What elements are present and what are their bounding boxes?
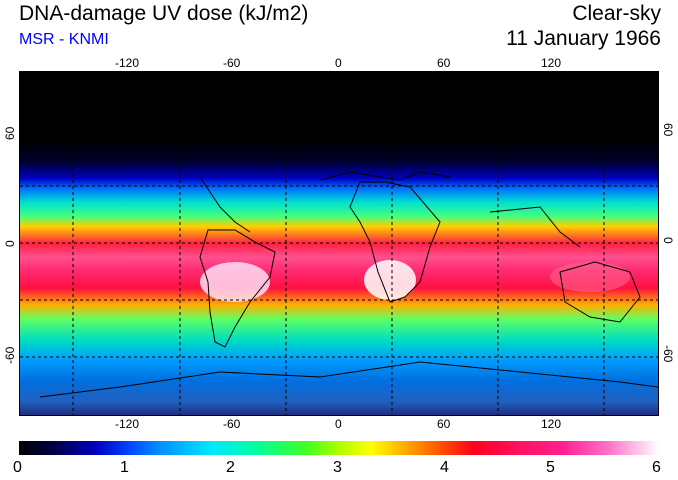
lon-label-top: 0: [335, 56, 342, 70]
lon-label-top: 120: [541, 56, 562, 70]
lat-label-right: -60: [661, 345, 675, 363]
map-title: DNA-damage UV dose (kJ/m2): [19, 2, 309, 25]
lat-label-right: 0: [661, 237, 675, 244]
map-date: 11 January 1966: [506, 27, 661, 50]
lon-label-bottom: 0: [335, 417, 342, 431]
colorbar-label: 2: [226, 459, 235, 476]
lat-label-left: -60: [3, 346, 17, 364]
hotspot-south-america: [200, 262, 270, 302]
uv-dose-map: [19, 71, 659, 416]
hotspot-australia: [550, 262, 630, 292]
colorbar-label: 3: [333, 459, 342, 476]
sky-condition: Clear-sky: [572, 2, 661, 25]
lon-label-bottom: -60: [223, 417, 241, 431]
colorbar-label: 5: [546, 459, 555, 476]
colorbar: [19, 441, 659, 455]
colorbar-label: 0: [13, 459, 22, 476]
map-overlay: [20, 72, 658, 415]
colorbar-label: 4: [440, 459, 449, 476]
colorbar-label: 1: [120, 459, 129, 476]
lat-label-left: 60: [3, 126, 17, 140]
lat-label-right: 60: [661, 123, 675, 137]
lat-label-left: 0: [3, 240, 17, 247]
lon-label-bottom: 120: [541, 417, 562, 431]
coastlines: [39, 171, 658, 398]
graticule: [20, 72, 658, 415]
lon-label-top: -120: [115, 56, 140, 70]
data-credit: MSR - KNMI: [19, 31, 109, 48]
lon-label-bottom: 60: [437, 417, 451, 431]
lon-label-top: 60: [437, 56, 451, 70]
lon-label-top: -60: [223, 56, 241, 70]
lon-label-bottom: -120: [115, 417, 140, 431]
colorbar-label: 6: [652, 459, 661, 476]
